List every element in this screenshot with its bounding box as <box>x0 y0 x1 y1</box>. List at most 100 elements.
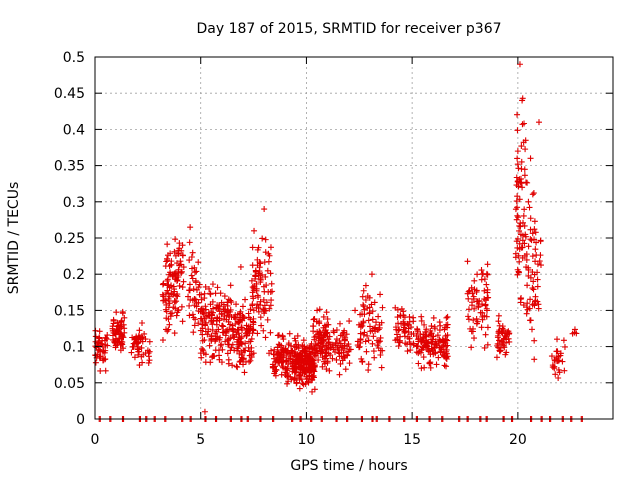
data-point <box>299 380 306 387</box>
data-point <box>197 315 204 322</box>
data-point <box>204 331 211 338</box>
data-point <box>514 127 521 134</box>
data-point <box>282 372 289 379</box>
data-point <box>362 297 369 304</box>
data-point <box>245 344 252 351</box>
data-point <box>336 371 343 378</box>
data-point <box>164 257 171 264</box>
data-point <box>401 314 408 321</box>
data-point <box>290 376 297 383</box>
data-point <box>261 308 268 315</box>
data-point <box>309 376 316 383</box>
data-point <box>269 361 276 368</box>
data-point <box>423 342 430 349</box>
data-point <box>418 365 425 372</box>
data-point <box>261 206 268 213</box>
data-point <box>229 332 236 339</box>
data-point <box>414 328 421 335</box>
data-point <box>237 316 244 323</box>
data-point <box>279 333 286 340</box>
data-point <box>402 340 409 347</box>
data-point <box>310 349 317 356</box>
data-point <box>483 281 490 288</box>
data-point <box>202 283 209 290</box>
data-point <box>361 329 368 336</box>
data-point <box>405 325 412 332</box>
data-point <box>292 337 299 344</box>
data-point <box>322 349 329 356</box>
data-point <box>267 270 274 277</box>
data-point <box>187 224 194 231</box>
data-point <box>242 330 249 337</box>
data-point <box>375 326 382 333</box>
data-point <box>145 359 152 366</box>
data-point <box>496 337 503 344</box>
data-point <box>220 323 227 330</box>
data-point <box>364 332 371 339</box>
data-point <box>250 295 257 302</box>
data-point <box>329 341 336 348</box>
data-point <box>237 263 244 270</box>
data-point <box>419 337 426 344</box>
data-point <box>531 218 538 225</box>
data-point <box>257 276 264 283</box>
data-point <box>330 346 337 353</box>
data-point <box>394 335 401 342</box>
data-point <box>515 214 522 221</box>
data-point <box>299 348 306 355</box>
data-point <box>520 139 527 146</box>
data-point <box>311 315 318 322</box>
data-point <box>314 328 321 335</box>
data-point <box>186 312 193 319</box>
data-point <box>464 258 471 265</box>
y-tick-label: 0.4 <box>63 122 85 138</box>
data-point <box>304 344 311 351</box>
data-point <box>176 282 183 289</box>
data-point <box>237 340 244 347</box>
data-point <box>360 287 367 294</box>
data-point <box>258 322 265 329</box>
data-point <box>323 329 330 336</box>
data-point <box>177 261 184 268</box>
data-point <box>471 335 478 342</box>
data-point <box>121 314 128 321</box>
data-point <box>160 297 167 304</box>
data-point <box>312 353 319 360</box>
data-point <box>332 349 339 356</box>
data-point <box>338 353 345 360</box>
data-point <box>239 356 246 363</box>
data-point <box>172 270 179 277</box>
data-point <box>165 297 172 304</box>
data-point <box>444 321 451 328</box>
data-point <box>171 288 178 295</box>
data-point <box>516 227 523 234</box>
data-point <box>362 338 369 345</box>
data-point <box>112 330 119 337</box>
data-point <box>372 324 379 331</box>
data-point <box>346 318 353 325</box>
data-point <box>216 352 223 359</box>
data-point <box>102 341 109 348</box>
data-point <box>359 358 366 365</box>
data-point <box>417 349 424 356</box>
data-point <box>443 314 450 321</box>
data-point <box>548 353 555 360</box>
data-point <box>340 329 347 336</box>
data-point <box>519 121 526 128</box>
data-point <box>209 326 216 333</box>
data-point <box>514 148 521 155</box>
data-point <box>171 330 178 337</box>
data-point <box>360 301 367 308</box>
data-point <box>529 191 536 198</box>
data-point <box>395 342 402 349</box>
data-point <box>401 329 408 336</box>
data-point <box>169 273 176 280</box>
data-point <box>178 270 185 277</box>
data-point <box>218 311 225 318</box>
data-point <box>263 299 270 306</box>
data-point <box>207 359 214 366</box>
data-point <box>537 262 544 269</box>
data-point <box>186 281 193 288</box>
data-point <box>298 362 305 369</box>
data-point <box>265 258 272 265</box>
